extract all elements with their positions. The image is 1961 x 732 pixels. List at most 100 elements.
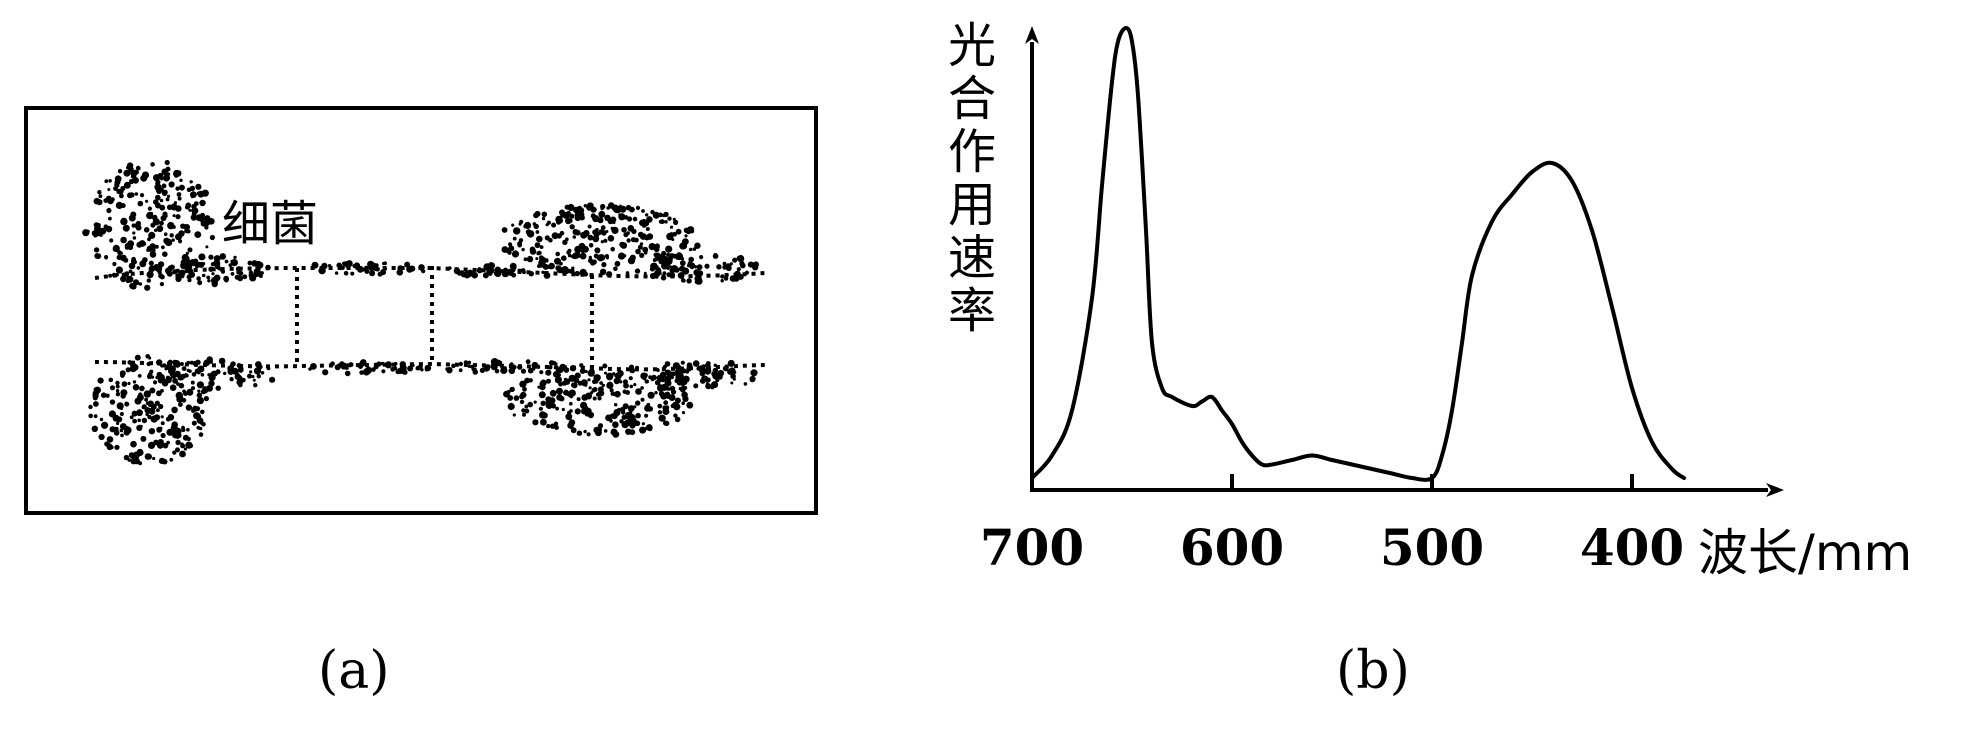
bacteria-dot [625,390,630,395]
bacteria-dot [580,401,588,409]
bacteria-dot [494,272,498,276]
bacteria-dot [534,242,541,249]
bacteria-dot [322,369,329,376]
bacteria-dot [634,268,641,274]
bacteria-dot [109,399,116,405]
bacteria-dot [194,413,202,420]
bacteria-dot [213,260,221,268]
bacteria-dot [640,386,644,390]
bacteria-dot [160,421,165,426]
bacteria-dot [120,236,127,244]
bacteria-dot [563,377,568,382]
bacteria-dot [180,259,188,267]
bacteria-dot [110,385,115,391]
bacteria-dot [132,236,137,240]
bacteria-dot [203,396,209,402]
figure-a: 细菌 (a) [24,106,818,701]
bacteria-dot [229,377,234,382]
bacteria-dot [122,225,129,231]
bacteria-dot [551,222,557,228]
bacteria-dot [532,419,539,426]
bacteria-dot [156,390,162,397]
bacteria-dot [115,384,120,389]
bacteria-dot [508,242,513,247]
bacteria-dot [195,261,202,268]
bacteria-dot [739,260,745,267]
bacteria-dot [186,274,192,280]
bacteria-dot [494,368,500,374]
bacteria-dot [604,371,607,375]
bacteria-dot [233,255,237,260]
bacteria-dot [688,256,694,263]
bacteria-dot [196,425,201,430]
bacteria-dot [180,443,186,449]
bacteria-dot [93,247,100,253]
bacteria-dot [162,363,167,368]
bacteria-dot [539,370,544,375]
bacteria-dot [185,404,193,411]
bacteria-dot [549,389,557,397]
bacteria-dot [699,370,706,377]
bacteria-dot [160,415,164,419]
bacteria-dot [207,279,211,283]
bacteria-dot [154,400,160,406]
action-spectrum-line [1030,26,1686,482]
bacteria-dot [162,174,171,182]
bacteria-dot [116,402,124,410]
bacteria-dot [712,370,718,375]
bacteria-dot [161,183,167,189]
bacteria-dot [123,181,131,189]
bacteria-dot [648,243,656,251]
bacteria-dot [640,372,648,380]
bacteria-dot [185,202,192,209]
bacteria-dot [177,196,182,201]
bacteria-dot [548,365,553,370]
bacteria-dot [572,235,577,239]
bacteria-dot [572,206,580,214]
bacteria-dot [684,234,688,238]
bacteria-dot [639,426,647,434]
bacteria-dot [644,426,649,431]
bacteria-dot [396,269,404,276]
bacteria-dot [186,427,190,432]
bacteria-dot [190,380,195,385]
bacteria-dot [147,441,156,449]
bacteria-dot [653,252,658,257]
bacteria-dot [693,383,699,389]
bacteria-dot [513,227,521,235]
bacteria-dot [194,368,200,374]
bacteria-dot [132,380,137,384]
bacteria-dot [178,184,185,191]
bacteria-dot [148,260,154,266]
bacteria-dot [581,249,585,254]
bacteria-dot [458,368,463,373]
bacteria-dot [144,397,149,402]
bacteria-dot [446,367,453,374]
bacteria-dot [195,183,202,190]
x-ticks: 700 600 500 400 [980,474,1684,577]
bacteria-dot [169,233,174,238]
bacteria-dot [517,243,522,248]
bacteria-dot [120,393,126,399]
bacteria-dot [654,391,658,395]
bacteria-dot [99,417,104,422]
bacteria-dot [169,370,177,378]
bacteria-dot [669,225,674,229]
bacteria-dot [574,214,581,222]
bacteria-dot [161,380,169,387]
bacteria-dot [247,260,253,266]
bacteria-dot [679,242,687,250]
bacteria-dot [208,254,214,260]
bacteria-dot [209,234,215,241]
bacteria-dot [574,408,581,415]
bacteria-dot [614,205,622,214]
bacteria-dot [576,397,581,402]
bacteria-dot [137,200,144,207]
bacteria-dot [637,244,643,250]
bacteria-dot [686,401,694,409]
bacteria-dot [407,365,414,372]
bacteria-dot [156,225,164,233]
bacteria-dot [158,459,163,464]
bacteria-dot [559,230,565,236]
bacteria-dot [237,275,244,282]
